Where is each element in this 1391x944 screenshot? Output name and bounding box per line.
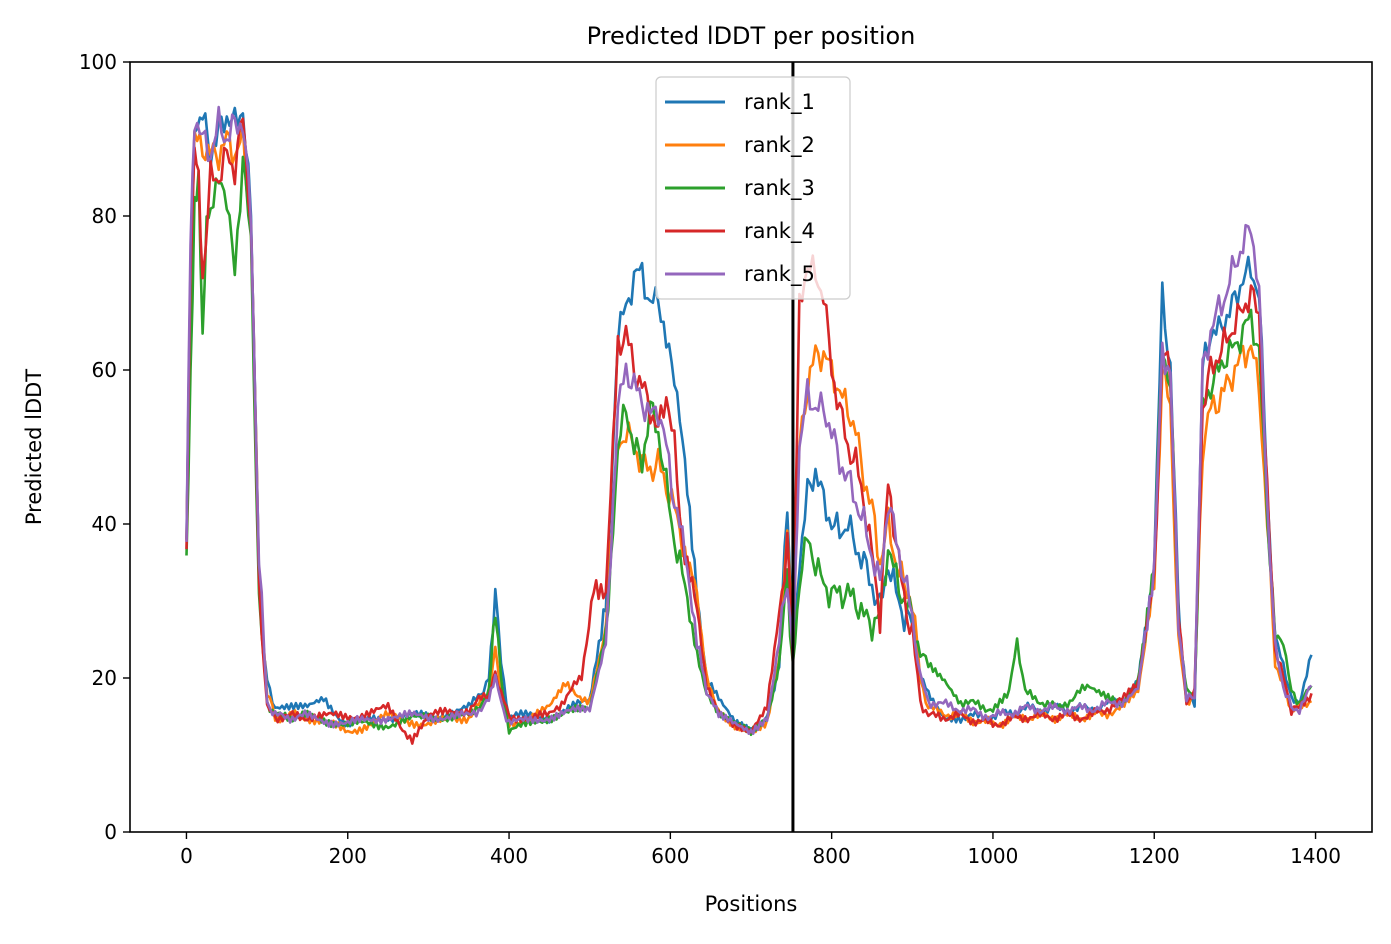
series-layer [185,105,1313,745]
x-axis: 0 200 400 600 800 1000 1200 1400 [180,832,1341,868]
y-tick-label: 80 [92,204,117,228]
y-tick-label: 40 [92,512,117,536]
chart-title: Predicted lDDT per position [587,22,916,50]
y-tick-label: 100 [79,50,117,74]
legend-box [655,76,851,300]
series-line-rank_5 [185,105,1313,736]
x-tick-label: 800 [813,844,851,868]
x-tick-label: 200 [329,844,367,868]
y-tick-label: 20 [92,666,117,690]
series-line-rank_4 [185,117,1313,745]
y-tick-label: 0 [104,820,117,844]
x-tick-label: 0 [180,844,193,868]
y-axis-label: Predicted lDDT [22,369,46,525]
legend: rank_1 rank_2 rank_3 rank_4 rank_5 [655,76,851,300]
x-tick-label: 1400 [1290,844,1341,868]
y-tick-label: 60 [92,358,117,382]
legend-label-rank_2: rank_2 [744,133,815,158]
legend-label-rank_4: rank_4 [744,219,815,244]
x-axis-label: Positions [705,892,798,916]
plot-frame [129,61,1373,833]
x-tick-label: 1000 [967,844,1018,868]
legend-label-rank_1: rank_1 [744,90,815,115]
y-axis: 0 20 40 60 80 100 [79,50,130,844]
x-tick-label: 1200 [1129,844,1180,868]
x-tick-label: 600 [651,844,689,868]
legend-label-rank_3: rank_3 [744,176,815,201]
x-tick-label: 400 [490,844,528,868]
legend-label-rank_5: rank_5 [744,262,815,287]
